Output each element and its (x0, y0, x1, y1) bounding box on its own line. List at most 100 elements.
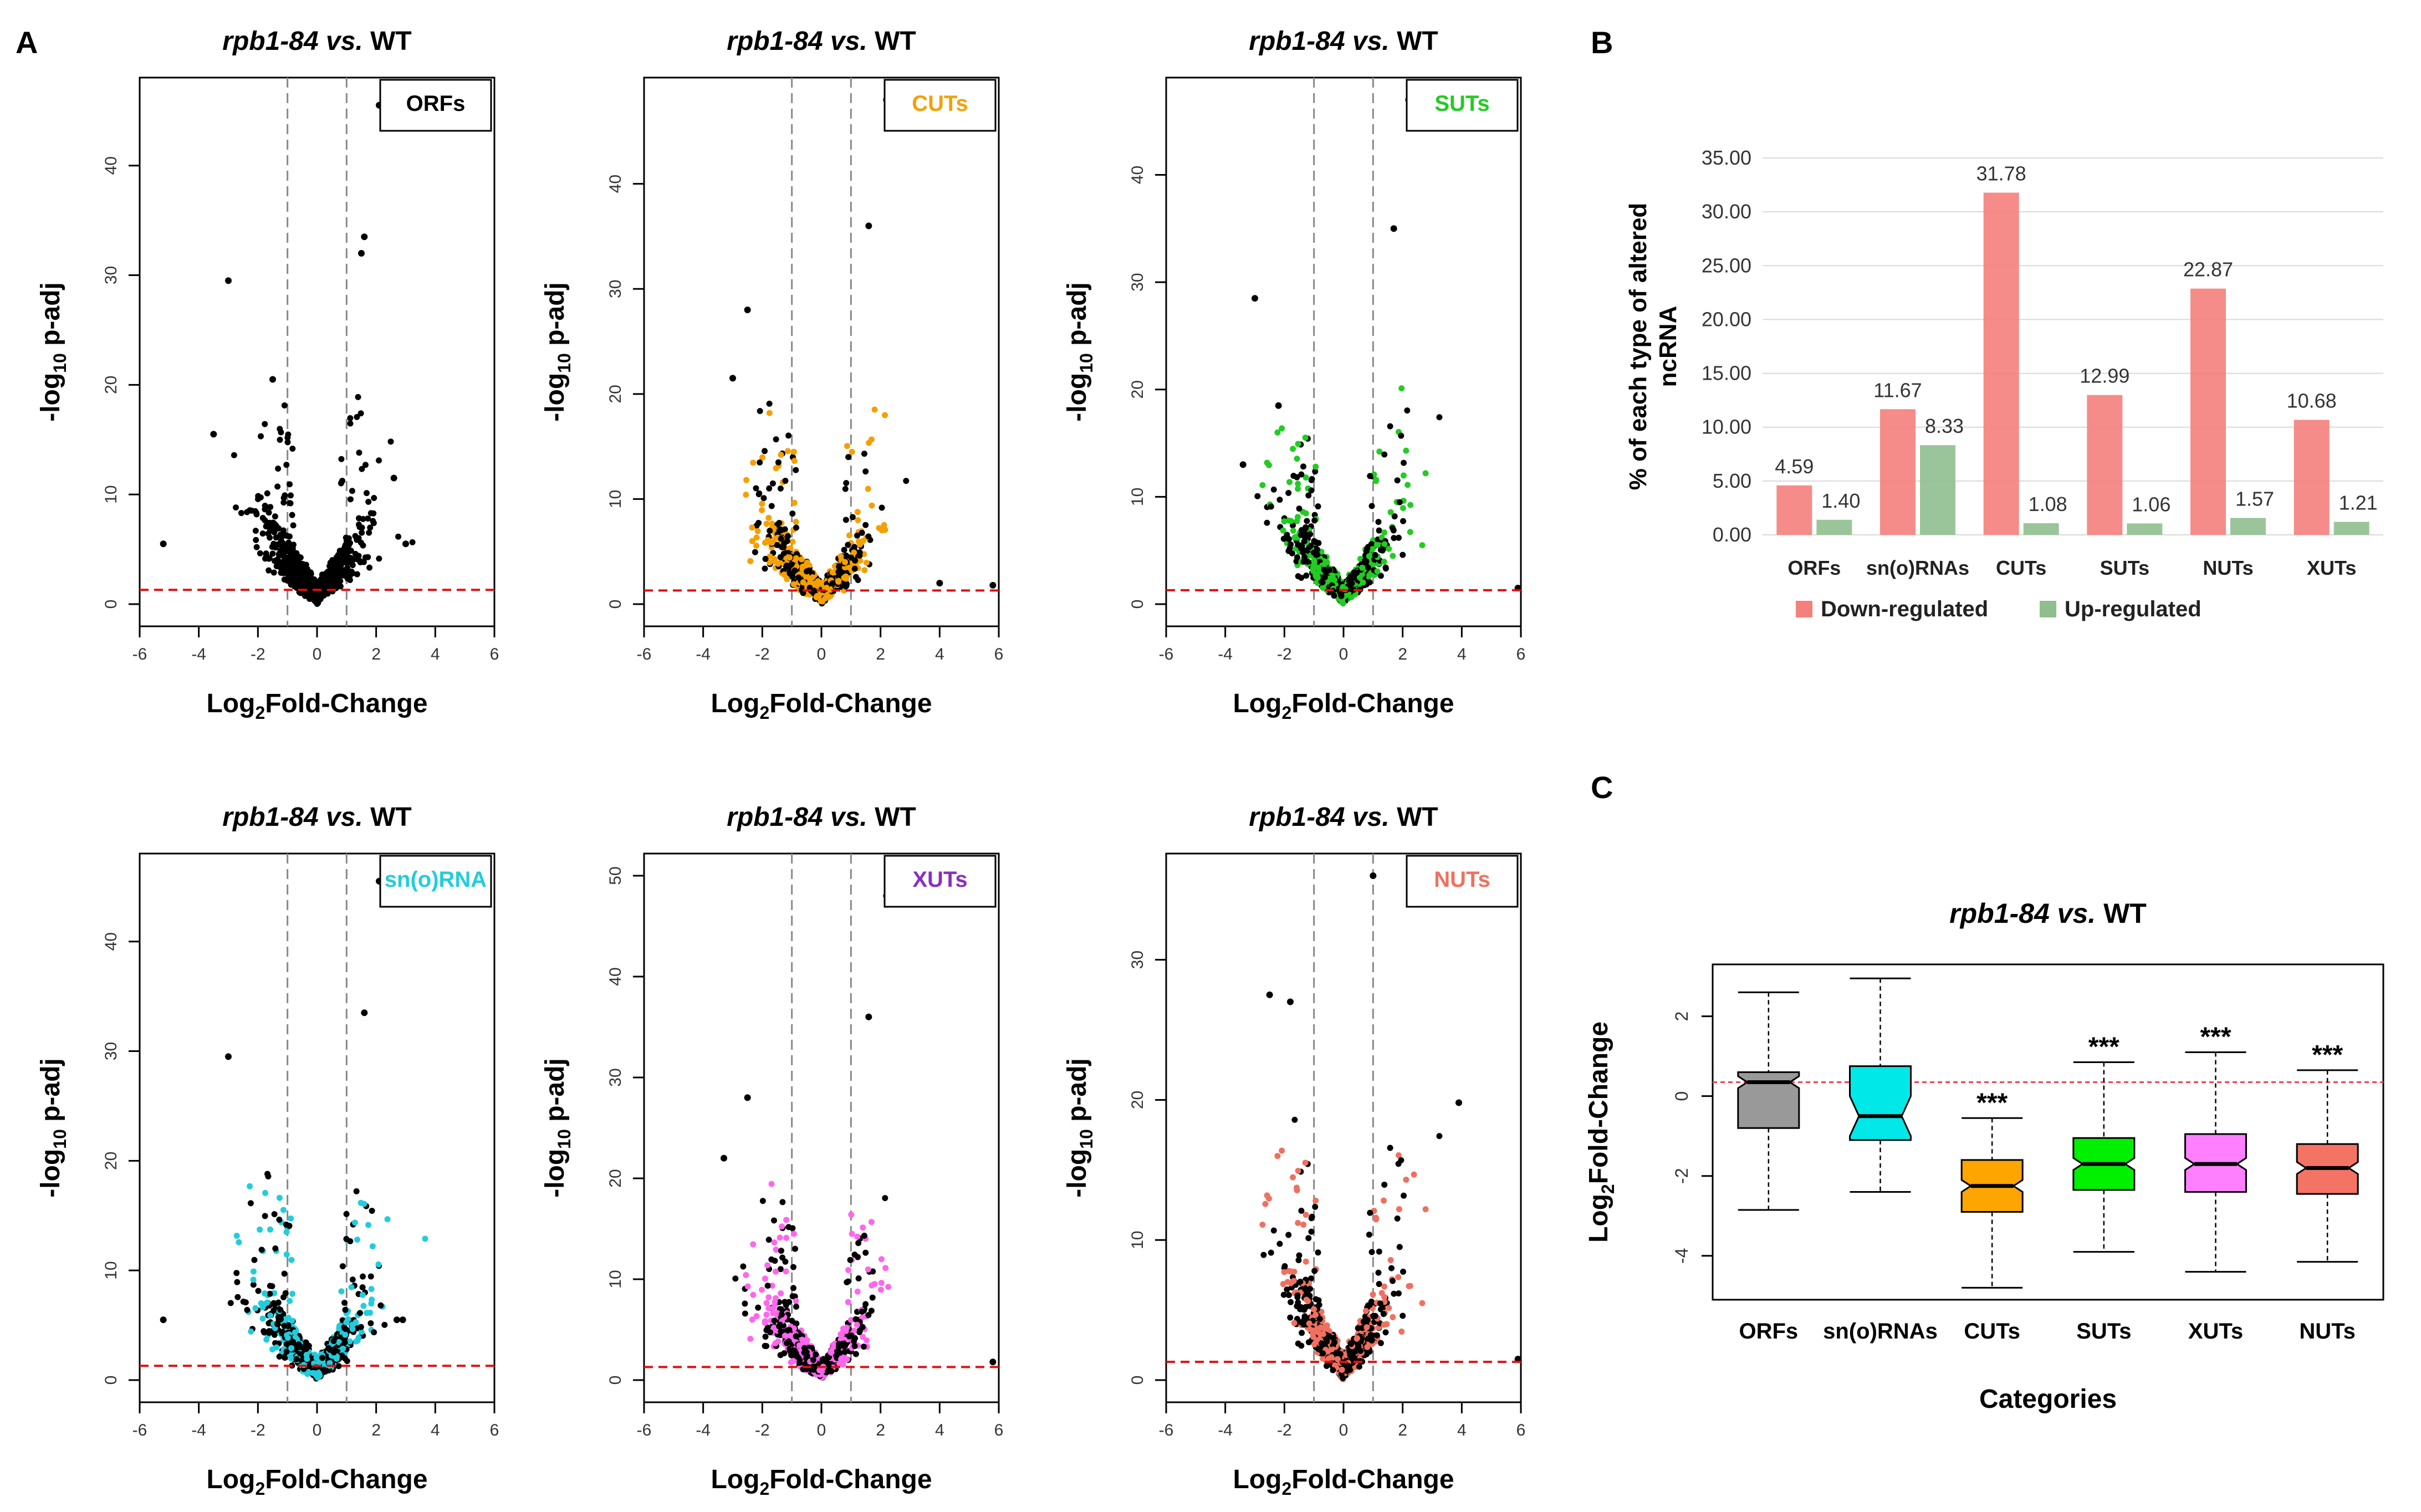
scatter-point (1288, 1280, 1294, 1286)
scatter-point (1381, 558, 1387, 565)
scatter-point (233, 1233, 240, 1239)
scatter-point (1382, 1329, 1389, 1336)
scatter-point (1315, 574, 1321, 581)
scatter-point (336, 1325, 343, 1332)
scatter-point (777, 1266, 784, 1273)
bar-data-label: 1.06 (2132, 493, 2170, 515)
y-axis-label: Log2Fold-Change (1584, 1021, 1618, 1243)
scatter-point (878, 504, 885, 511)
y-axis-label-prefix: -log (36, 373, 65, 422)
scatter-point (1368, 1332, 1375, 1339)
scatter-point (1376, 1248, 1382, 1255)
scatter-point (1326, 1333, 1333, 1340)
x-category-label: ORFs (1787, 556, 1841, 579)
x-axis-label-prefix: Log (206, 1465, 255, 1494)
x-tick-label: -2 (251, 1421, 265, 1439)
scatter-point (371, 1329, 377, 1336)
scatter-point (1390, 525, 1396, 532)
scatter-point (251, 1256, 258, 1263)
scatter-point (778, 1248, 784, 1254)
scatter-point (766, 410, 773, 416)
y-axis-label: -log10 p-adj (1063, 282, 1096, 422)
scatter-point (267, 504, 274, 510)
scatter-point (774, 542, 780, 548)
scatter-point (836, 1344, 842, 1351)
scatter-point (250, 1276, 257, 1283)
y-tick-label: 25.00 (1702, 254, 1751, 277)
scatter-point (785, 533, 791, 539)
x-axis-label: Log2Fold-Change (206, 1465, 427, 1499)
scatter-point (1331, 576, 1337, 583)
scatter-point (1302, 1159, 1309, 1166)
scatter-point (359, 466, 365, 472)
scatter-point (1299, 1306, 1305, 1312)
scatter-point (1398, 432, 1404, 439)
scatter-point (363, 490, 370, 497)
scatter-point (851, 549, 857, 556)
scatter-point (347, 420, 354, 427)
scatter-point (1279, 1147, 1285, 1154)
scatter-point (1254, 493, 1261, 499)
scatter-point (765, 514, 772, 521)
scatter-point (765, 1237, 772, 1243)
scatter-point (270, 540, 277, 547)
bar-data-label: 1.57 (2235, 487, 2274, 510)
bar-data-label: 31.78 (1976, 162, 2026, 185)
scatter-point (313, 1355, 320, 1361)
legend-label-down: Down-regulated (1821, 597, 1988, 621)
scatter-point (772, 1340, 779, 1347)
scatter-point (779, 1223, 785, 1230)
scatter-point (783, 562, 790, 569)
scatter-point (292, 570, 298, 577)
scatter-point (762, 1334, 769, 1340)
scatter-point (835, 578, 842, 585)
scatter-point (786, 554, 793, 561)
scatter-point (742, 1300, 748, 1307)
scatter-point (777, 1234, 783, 1241)
scatter-point (747, 558, 754, 564)
scatter-point (269, 376, 276, 383)
scatter-point (842, 552, 849, 559)
scatter-point (262, 421, 268, 427)
scatter-point (1364, 1344, 1371, 1350)
scatter-point (1311, 557, 1317, 564)
scatter-point (749, 1316, 755, 1323)
scatter-point (782, 1258, 789, 1265)
scatter-point (287, 481, 293, 488)
scatter-point (860, 1224, 866, 1231)
x-tick-label: 4 (1457, 1421, 1467, 1439)
scatter-point (1381, 529, 1388, 536)
scatter-point (267, 534, 273, 541)
scatter-point (338, 456, 345, 462)
y-axis-label: -log10 p-adj (36, 1058, 70, 1198)
scatter-point (759, 500, 765, 507)
scatter-point (390, 474, 397, 482)
scatter-point (284, 435, 291, 441)
scatter-point (862, 522, 869, 528)
scatter-point (298, 560, 305, 567)
scatter-point (347, 554, 354, 561)
scatter-point (851, 1343, 858, 1350)
scatter-point (310, 576, 316, 583)
y-axis-label-prefix: -log (540, 373, 570, 422)
bar-up (2230, 518, 2266, 535)
scatter-point (849, 448, 855, 455)
scatter-point (395, 533, 402, 540)
y-tick-label: 0.00 (1713, 523, 1751, 546)
scatter-points (160, 101, 416, 607)
scatter-point (1279, 425, 1285, 432)
scatter-point (849, 1230, 855, 1237)
bar-up (1816, 519, 1852, 535)
scatter-point (293, 1356, 300, 1362)
y-axis-label-subscript: 10 (554, 353, 574, 373)
scatter-point (1304, 1290, 1311, 1296)
scatter-point (357, 410, 364, 417)
scatter-point (365, 1222, 372, 1228)
scatter-point (1305, 1339, 1312, 1346)
bar-down (1983, 192, 2019, 535)
scatter-point (1275, 402, 1282, 409)
scatter-point (1394, 477, 1401, 484)
scatter-point (778, 1306, 784, 1312)
box-orfs (1737, 991, 1800, 1211)
scatter-point (1353, 569, 1360, 576)
